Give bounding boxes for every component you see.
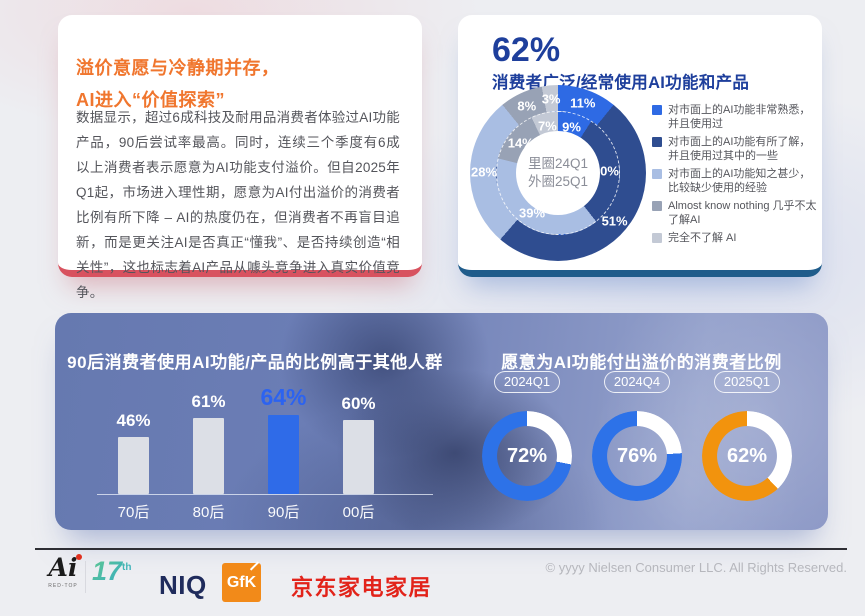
bar-chart-baseline — [97, 494, 433, 495]
progress-ring: 72% — [482, 411, 572, 501]
legend-item: 对市面上的AI功能知之甚少，比较缺少使用的经验 — [652, 167, 818, 195]
niq-logo: NIQ — [159, 570, 207, 600]
premium-section-title: 愿意为AI功能付出溢价的消费者比例 — [501, 353, 782, 372]
usage-headline-value: 62% — [492, 31, 561, 69]
bar-chart-categories: 70后 80后 90后 00后 — [96, 501, 396, 522]
progress-ring-arc — [592, 411, 682, 501]
progress-ring-arc — [702, 411, 792, 501]
red-top-ai-mark: Ai — [48, 553, 83, 582]
bar — [193, 418, 224, 494]
insight-card: 溢价意愿与冷静期并存， AI进入“价值探索” 数据显示，超过6成科技及耐用品消费者… — [58, 15, 422, 300]
legend-label: 对市面上的AI功能知之甚少，比较缺少使用的经验 — [668, 168, 811, 194]
donut-segment-label: 51% — [601, 213, 628, 229]
legend-label: 对市面上的AI功能有所了解，并且使用过其中的一些 — [668, 136, 811, 162]
legend-label: Almost know nothing 几乎不太了解AI — [668, 200, 817, 226]
red-top-ai-text: Ai — [48, 553, 78, 582]
footer-divider — [35, 548, 847, 550]
donut-segment-label: 14% — [507, 135, 534, 151]
donut-segment-label: 39% — [519, 205, 546, 221]
double-donut-chart: 里圈24Q1 外圈25Q1 11% 51% 28% 8% 3% 9% 30% 39% 14% 7% — [470, 85, 646, 261]
quarter-pill: 2024Q4 — [604, 371, 670, 393]
progress-ring: 62% — [702, 411, 792, 501]
bar — [268, 415, 299, 494]
donut-legend: 对市面上的AI功能非常熟悉，并且使用过 对市面上的AI功能有所了解，并且使用过其中… — [652, 103, 818, 249]
donut-segment-label: 11% — [570, 95, 596, 111]
gfk-logo: GfK — [222, 563, 261, 602]
progress-ring-value: 76% — [616, 444, 658, 467]
bar-value-label: 61% — [191, 392, 226, 411]
donut-segment-label: 9% — [562, 119, 581, 135]
insight-card-title: 溢价意愿与冷静期并存， AI进入“价值探索” — [76, 52, 406, 116]
bar — [343, 420, 374, 494]
bar-category-label: 80后 — [192, 504, 225, 521]
insight-title-line1: 溢价意愿与冷静期并存， — [76, 57, 280, 78]
donut-center-line2: 外圈25Q1 — [527, 174, 589, 189]
legend-swatch — [652, 201, 662, 211]
progress-ring-arc — [482, 411, 572, 501]
donut-segment-label: 30% — [592, 163, 619, 179]
vr-headset-photo — [55, 313, 828, 530]
bar-value-label: 60% — [341, 394, 376, 413]
donut-segment-labels: 11% 51% 28% 8% 3% 9% 30% 39% 14% 7% — [470, 85, 646, 261]
insight-card-body: 数据显示，超过6成科技及耐用品消费者体验过AI功能产品，90后尝试率最高。同时，… — [76, 110, 400, 300]
legend-swatch — [652, 169, 662, 179]
bar-value-label: 64% — [260, 384, 307, 410]
progress-ring-value: 72% — [506, 444, 548, 467]
anniversary-year: 17 — [92, 556, 123, 586]
insight-title-line2: AI进入“价值探索” — [76, 89, 225, 110]
bottom-panel: 90后消费者使用AI功能/产品的比例高于其他人群 46% 61% 64% 60% 70… — [55, 313, 828, 530]
bar-value-label: 46% — [116, 411, 151, 430]
legend-item: 完全不了解 AI — [652, 231, 818, 245]
donut-segment-label: 3% — [541, 91, 561, 107]
jd-home-logo: 京东家电家居 — [291, 575, 433, 600]
quarter-pill: 2024Q1 — [494, 371, 560, 393]
legend-item: 对市面上的AI功能非常熟悉，并且使用过 — [652, 103, 818, 131]
red-dot-icon — [76, 554, 83, 560]
legend-item: Almost know nothing 几乎不太了解AI — [652, 199, 818, 227]
legend-swatch — [652, 105, 662, 115]
bar-category-label: 90后 — [267, 504, 300, 521]
progress-ring-value: 62% — [726, 444, 768, 467]
legend-label: 对市面上的AI功能非常熟悉，并且使用过 — [668, 104, 811, 130]
donut-center-line1: 里圈24Q1 — [527, 156, 589, 171]
anniversary-17th-logo: 17th — [92, 556, 132, 587]
legend-swatch — [652, 137, 662, 147]
bar-chart: 46% 61% 64% 60% — [96, 333, 396, 494]
red-top-award-logo: Ai RED-TOP — [40, 554, 86, 589]
donut-segment-label: 8% — [517, 98, 537, 114]
progress-ring: 76% — [592, 411, 682, 501]
logo-divider — [85, 561, 86, 593]
bar-column: 61% — [171, 392, 246, 494]
usage-card: 62% 消费者广泛/经常使用AI功能和产品 里圈24Q1 外圈25Q1 11% 5… — [458, 15, 822, 277]
bar — [118, 437, 149, 494]
copyright-text: © yyyy Nielsen Consumer LLC. All Rights … — [545, 560, 847, 575]
bar-column: 46% — [96, 411, 171, 494]
bar-chart-title: 90后消费者使用AI功能/产品的比例高于其他人群 — [67, 353, 443, 372]
bar-column: 64% — [246, 384, 321, 494]
bar-column: 60% — [321, 394, 396, 494]
donut-segment-label: 28% — [470, 164, 498, 180]
red-top-label: RED-TOP — [48, 583, 78, 589]
legend-label: 完全不了解 AI — [668, 232, 737, 244]
donut-segment-label: 7% — [538, 118, 557, 134]
quarter-pill: 2025Q1 — [714, 371, 780, 393]
anniversary-suffix: th — [122, 562, 132, 573]
legend-swatch — [652, 233, 662, 243]
bar-category-label: 00后 — [342, 504, 375, 521]
legend-item: 对市面上的AI功能有所了解，并且使用过其中的一些 — [652, 135, 818, 163]
bar-category-label: 70后 — [117, 504, 150, 521]
donut-center-label: 里圈24Q1 外圈25Q1 — [516, 131, 600, 215]
